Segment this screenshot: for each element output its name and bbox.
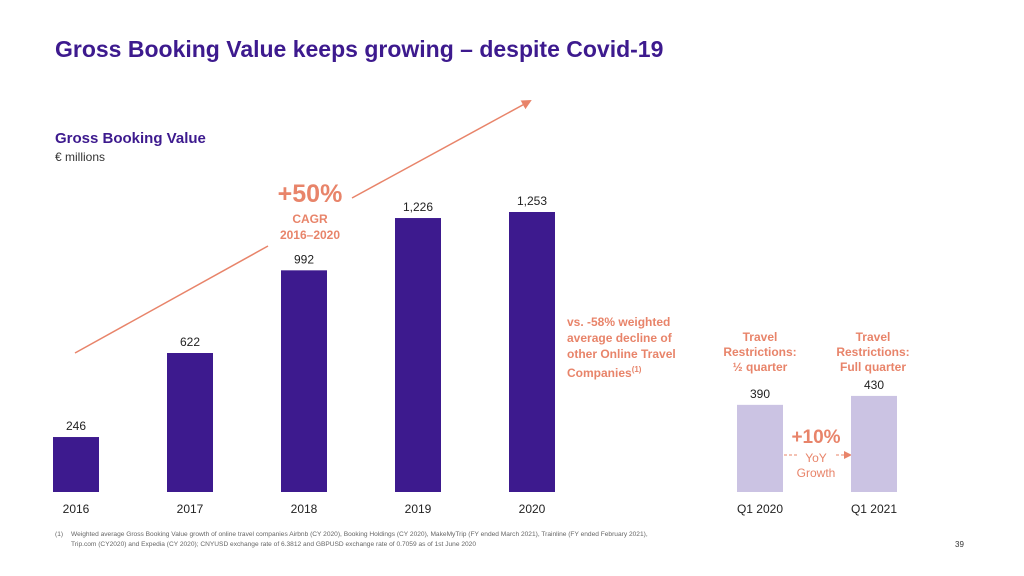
value-label: 390 xyxy=(750,387,770,401)
q1-2021-header-line: Full quarter xyxy=(839,360,906,374)
bar-q1-2020 xyxy=(737,404,783,492)
cagr-label: CAGR xyxy=(292,212,328,226)
bar-q1-2021 xyxy=(851,395,897,492)
category-label: 2019 xyxy=(405,502,432,516)
category-label: 2020 xyxy=(519,502,546,516)
page-title: Gross Booking Value keeps growing – desp… xyxy=(55,36,664,62)
bar-2019 xyxy=(395,218,441,493)
bar-2018 xyxy=(281,270,327,492)
category-label: 2017 xyxy=(177,502,204,516)
footnote-line: Trip.com (CY2020) and Expedia (CY 2020);… xyxy=(71,541,477,548)
cagr-caption: CAGR 2016–2020 xyxy=(250,211,370,243)
category-label: Q1 2021 xyxy=(851,502,897,516)
category-label: Q1 2020 xyxy=(737,502,783,516)
q1-2020-header-line: Restrictions: xyxy=(723,345,797,359)
q1-2021-header-line: Travel xyxy=(855,330,891,344)
value-label: 992 xyxy=(294,252,314,266)
q1-2020-header-line: ½ quarter xyxy=(732,360,788,374)
value-label: 1,253 xyxy=(517,194,547,208)
cagr-value: +50% xyxy=(277,180,343,208)
yoy-growth-caption: YoY Growth xyxy=(780,451,852,481)
bar-2016 xyxy=(53,437,99,492)
bar-2017 xyxy=(167,353,213,492)
q1-2020-header: Travel Restrictions: ½ quarter xyxy=(705,330,815,375)
footnote-line: Weighted average Gross Booking Value gro… xyxy=(71,531,648,538)
value-label: 1,226 xyxy=(403,200,433,214)
cagr-period: 2016–2020 xyxy=(279,228,341,242)
q1-2021-header-line: Restrictions: xyxy=(836,345,910,359)
category-label: 2016 xyxy=(63,502,90,516)
yoy-growth-value: +10% xyxy=(791,427,841,448)
cagr-arrow-upper xyxy=(351,100,532,199)
q1-2020-header-line: Travel xyxy=(742,330,778,344)
value-label: 246 xyxy=(66,419,86,433)
yoy-label: YoY xyxy=(805,451,827,465)
bar-2020 xyxy=(509,212,555,492)
value-label: 622 xyxy=(180,335,200,349)
chart-title: Gross Booking Value xyxy=(55,130,206,147)
cagr-arrow-lower xyxy=(74,245,269,354)
page-number: 39 xyxy=(955,540,964,549)
comparison-text: vs. -58% weighted average decline of oth… xyxy=(567,315,676,380)
comparison-annotation: vs. -58% weighted average decline of oth… xyxy=(567,314,697,381)
q1-2021-header: Travel Restrictions: Full quarter xyxy=(818,330,928,375)
footnote: (1) Weighted average Gross Booking Value… xyxy=(55,530,715,550)
footnote-ref: (1) xyxy=(631,365,642,374)
value-label: 430 xyxy=(864,378,884,392)
category-label: 2018 xyxy=(291,502,318,516)
chart-unit-label: € millions xyxy=(55,150,106,164)
growth-label: Growth xyxy=(796,466,836,480)
footnote-number: (1) xyxy=(55,531,64,538)
